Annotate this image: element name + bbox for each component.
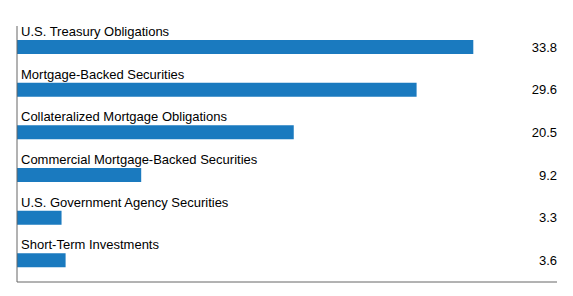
svg-text:9.2: 9.2 — [539, 168, 557, 183]
svg-text:20.5: 20.5 — [532, 125, 557, 140]
svg-text:U.S. Government Agency Securit: U.S. Government Agency Securities — [21, 195, 229, 210]
svg-text:33.8: 33.8 — [532, 40, 557, 55]
svg-text:Mortgage-Backed Securities: Mortgage-Backed Securities — [21, 67, 185, 82]
svg-text:Short-Term Investments: Short-Term Investments — [21, 237, 159, 252]
svg-text:U.S. Treasury Obligations: U.S. Treasury Obligations — [21, 24, 170, 39]
svg-text:Commercial Mortgage-Backed Sec: Commercial Mortgage-Backed Securities — [21, 152, 258, 167]
svg-text:Collateralized Mortgage Obliga: Collateralized Mortgage Obligations — [21, 109, 227, 124]
svg-text:3.3: 3.3 — [539, 210, 557, 225]
svg-text:3.6: 3.6 — [539, 253, 557, 268]
svg-text:29.6: 29.6 — [532, 82, 557, 97]
